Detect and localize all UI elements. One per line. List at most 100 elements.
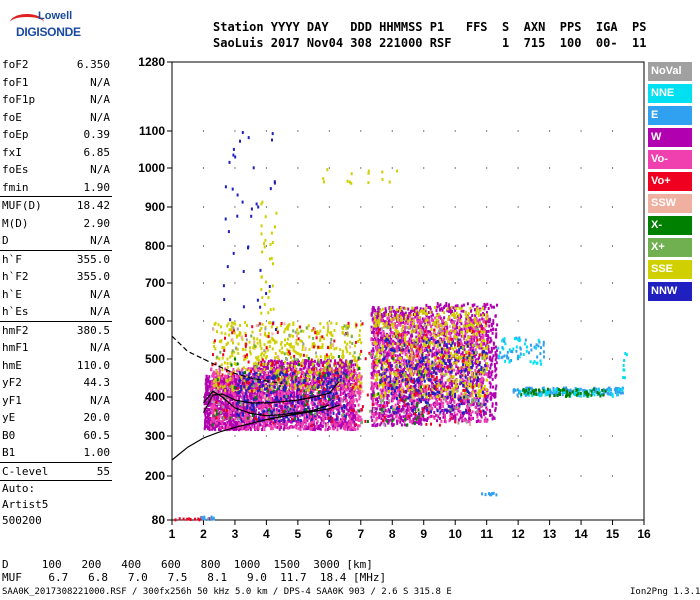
data-point [272, 368, 275, 371]
data-point [355, 398, 358, 402]
data-point [494, 369, 497, 373]
grid-dot [643, 167, 645, 169]
data-point [235, 396, 238, 400]
x-tick-label: 7 [357, 527, 364, 541]
data-point [485, 330, 488, 333]
data-point [339, 426, 342, 430]
data-point [229, 401, 232, 405]
grid-dot [234, 475, 236, 477]
data-point [444, 381, 447, 385]
data-point [332, 423, 335, 427]
data-point [457, 359, 460, 363]
data-point [490, 396, 493, 400]
data-point [304, 399, 307, 402]
data-point [378, 310, 381, 314]
data-point [373, 331, 376, 334]
grid-dot [580, 206, 582, 208]
data-point [248, 397, 251, 401]
data-point [335, 413, 338, 417]
data-point [251, 396, 254, 399]
data-point [324, 412, 327, 416]
data-point [255, 408, 258, 412]
data-point [494, 406, 497, 410]
grid-dot [423, 167, 425, 169]
data-point [340, 386, 343, 390]
data-point [420, 324, 423, 328]
data-point [227, 386, 230, 390]
data-point [216, 394, 219, 398]
data-point [477, 407, 480, 411]
data-point [466, 302, 469, 306]
data-point [315, 378, 318, 381]
data-point [470, 308, 473, 312]
data-point [402, 408, 405, 411]
data-point [234, 391, 237, 395]
data-point [489, 336, 492, 340]
data-point [337, 418, 340, 421]
data-point [412, 399, 415, 403]
grid-dot [454, 206, 456, 208]
data-point [473, 338, 476, 342]
data-point [379, 407, 382, 411]
data-point [455, 333, 458, 337]
data-point [448, 405, 451, 408]
data-point [476, 380, 478, 384]
data-point [460, 334, 463, 338]
data-point [405, 345, 408, 349]
data-point [235, 392, 238, 396]
data-point [269, 422, 272, 426]
data-point [311, 375, 314, 379]
data-point [424, 309, 427, 313]
data-point [224, 422, 226, 426]
data-point [330, 367, 333, 371]
data-point [394, 310, 397, 314]
data-point [296, 392, 299, 396]
data-point [324, 422, 327, 426]
data-point [391, 305, 394, 309]
data-point [492, 341, 495, 345]
data-point [220, 426, 223, 429]
data-point [326, 427, 329, 431]
data-point [406, 406, 409, 410]
data-point [249, 419, 252, 423]
data-point [240, 390, 243, 394]
data-point [208, 394, 211, 398]
data-point [360, 385, 363, 389]
data-point [307, 414, 310, 417]
data-point [258, 413, 261, 417]
grid-dot [202, 320, 204, 322]
grid-dot [454, 282, 456, 284]
data-point [360, 377, 363, 381]
data-point [232, 396, 235, 400]
y-tick-label: 1000 [138, 161, 165, 175]
data-point [399, 420, 402, 424]
data-point [348, 406, 351, 410]
data-point [336, 428, 339, 432]
data-point [494, 408, 497, 412]
data-point [389, 327, 392, 331]
data-point [428, 340, 431, 343]
data-point [358, 397, 361, 401]
data-point [460, 309, 463, 313]
grid-dot [612, 130, 614, 132]
param-value: 1.90 [83, 180, 111, 194]
data-point [210, 367, 213, 371]
data-point [495, 349, 498, 353]
data-point [260, 384, 263, 388]
data-point [316, 362, 319, 366]
data-point [488, 370, 491, 374]
data-point [208, 411, 211, 415]
autoscale-line: Artist5 [2, 498, 49, 511]
param-row: h`F 355.0 [0, 251, 112, 269]
data-point [320, 360, 323, 364]
data-point [335, 401, 338, 405]
data-point [314, 408, 317, 412]
data-point [241, 367, 244, 371]
data-point [210, 426, 212, 430]
data-point [452, 306, 455, 310]
data-point [240, 411, 243, 415]
data-point [397, 386, 399, 390]
data-point [488, 371, 491, 375]
data-point [480, 372, 483, 376]
data-point [251, 367, 254, 371]
